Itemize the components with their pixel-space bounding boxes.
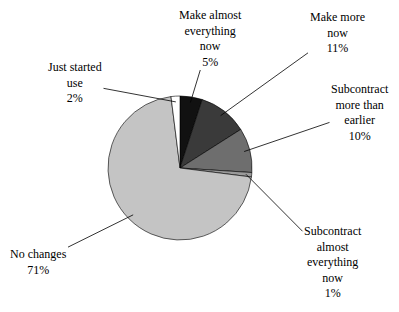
svg-text:Make almosteverythingnow5%: Make almosteverythingnow5% [179, 8, 242, 69]
svg-text:Subcontractmore thanearlier10%: Subcontractmore thanearlier10% [331, 82, 389, 143]
svg-text:No changes71%: No changes71% [10, 247, 67, 277]
svg-text:Subcontractalmosteverythingnow: Subcontractalmosteverythingnow1% [304, 224, 362, 300]
svg-text:Make morenow11%: Make morenow11% [310, 10, 365, 55]
svg-text:Just starteduse2%: Just starteduse2% [48, 60, 102, 105]
